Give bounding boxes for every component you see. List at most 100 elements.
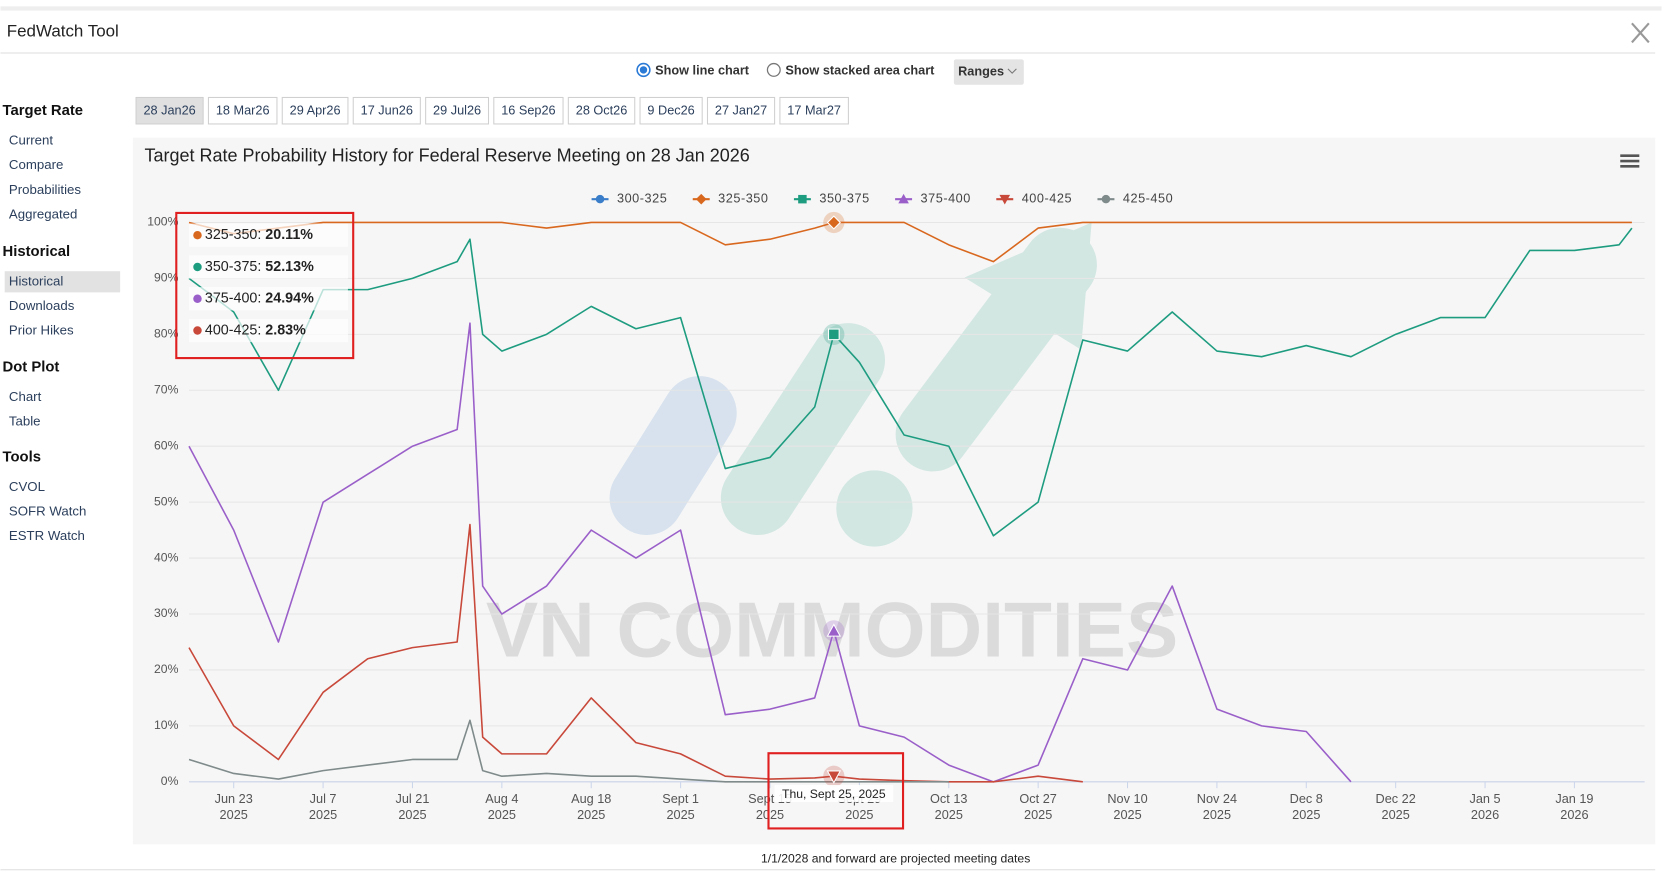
y-tick-label: 30% — [154, 606, 179, 620]
x-tick-label: Jan 19 — [1555, 791, 1593, 806]
tooltip-sep: : — [257, 291, 265, 307]
tab[interactable] — [135, 96, 204, 125]
tooltip-item-name: 375-400 — [205, 291, 258, 307]
tab-label[interactable]: 16 Sep26 — [501, 103, 555, 118]
y-tick-label: 80% — [154, 327, 179, 341]
sidebar-link[interactable]: Chart — [9, 389, 42, 404]
radio-line-dot — [639, 66, 648, 74]
tab[interactable] — [567, 96, 636, 125]
tooltip-item-value: 52.13% — [265, 259, 314, 275]
x-tick-label: Oct 13 — [930, 791, 967, 806]
tab-label[interactable]: 28 Jan26 — [143, 103, 195, 118]
tab-label[interactable]: 28 Oct26 — [576, 103, 628, 118]
chart-panel — [132, 137, 1656, 845]
tab[interactable] — [207, 96, 278, 125]
sidebar-link[interactable]: Compare — [9, 157, 63, 172]
hover-marker — [826, 623, 842, 637]
legend-marker — [898, 193, 909, 204]
sidebar-link[interactable]: Current — [9, 132, 53, 147]
tooltip-item: 375-400: 24.94% — [205, 291, 314, 307]
annotation-box — [175, 211, 355, 360]
tab-label[interactable]: 17 Mar27 — [787, 103, 841, 118]
x-tick-label: 2025 — [577, 807, 605, 822]
x-tick-label: 2025 — [1382, 807, 1410, 822]
legend-label[interactable]: 350-375 — [819, 191, 869, 206]
close-button[interactable] — [1631, 22, 1650, 44]
meeting-tabs: 28 Jan26 18 Mar26 29 Apr26 17 Jun26 29 Jul26… — [135, 96, 849, 125]
legend-label[interactable]: 300-325 — [617, 191, 667, 206]
legend-label[interactable]: 400-425 — [1022, 191, 1072, 206]
watermark-logo — [609, 222, 1097, 547]
sidebar-link[interactable]: SOFR Watch — [9, 504, 86, 519]
x-tick-label: Oct 27 — [1019, 791, 1056, 806]
sidebar-link[interactable]: Table — [9, 413, 41, 428]
tooltip-item-value: 24.94% — [265, 291, 314, 307]
tab[interactable] — [779, 96, 849, 125]
x-tick-label: 2025 — [309, 807, 337, 822]
y-tick-label: 70% — [154, 382, 179, 396]
tooltip-item-value: 2.83% — [265, 322, 306, 338]
tab[interactable] — [639, 96, 703, 125]
sidebar-link[interactable]: Probabilities — [9, 182, 81, 197]
ranges-button[interactable] — [953, 59, 1024, 85]
sidebar-link[interactable]: Prior Hikes — [9, 323, 74, 338]
top-strip — [0, 6, 1662, 11]
tooltip-item-name: 400-425 — [205, 322, 258, 338]
legend-marker — [695, 193, 707, 205]
sidebar-link[interactable]: ESTR Watch — [9, 528, 85, 543]
x-tick-label: 2026 — [1471, 807, 1499, 822]
tab[interactable] — [706, 96, 776, 125]
tooltip-bullet — [193, 326, 202, 335]
tooltip-item-bg — [189, 287, 348, 311]
legend-label[interactable]: 325-350 — [718, 191, 768, 206]
tab[interactable] — [352, 96, 421, 125]
x-tick-label: 2025 — [845, 807, 873, 822]
hover-marker — [826, 770, 842, 784]
tab[interactable] — [425, 96, 490, 125]
footnote: 1/1/2028 and forward are projected meeti… — [761, 851, 1030, 865]
chart-menu[interactable] — [1620, 154, 1640, 168]
tooltip-sep: : — [257, 227, 265, 243]
plot: 0%10%20%30%40%50%60%70%80%90%100%Jun 232… — [147, 191, 1645, 822]
radio-label[interactable]: Show line chart — [655, 62, 750, 77]
series-line — [188, 523, 1083, 783]
tooltip-item-bg — [189, 255, 348, 279]
sidebar-active — [4, 271, 121, 293]
sidebar-link[interactable]: Aggregated — [9, 206, 77, 221]
legend-label[interactable]: 425-450 — [1123, 191, 1173, 206]
tooltip-item-bg — [189, 318, 348, 343]
sidebar-link[interactable]: Downloads — [9, 298, 75, 313]
x-tick-label: Aug 18 — [571, 791, 611, 806]
y-tick-label: 60% — [154, 438, 179, 452]
y-tick-label: 10% — [154, 718, 179, 732]
tooltip-bullet — [193, 294, 202, 303]
ranges-label[interactable]: Ranges — [958, 63, 1004, 78]
sidebar: Target Rate Current Compare Probabilities Ag… — [3, 103, 121, 543]
hover-marker — [826, 215, 841, 230]
tab-label[interactable]: 29 Jul26 — [433, 103, 481, 118]
tooltip-item-name: 325-350 — [205, 227, 258, 243]
tab[interactable] — [493, 96, 564, 125]
x-tick-label: Jul 7 — [310, 791, 337, 806]
legend-label[interactable]: 375-400 — [921, 191, 971, 206]
series-line — [188, 227, 1633, 537]
radio-label[interactable]: Show stacked area chart — [785, 62, 935, 77]
tooltip-bullet — [193, 262, 202, 272]
series-line — [188, 719, 949, 783]
tab-label[interactable]: 29 Apr26 — [290, 103, 341, 118]
tab-label[interactable]: 27 Jan27 — [715, 103, 767, 118]
sidebar-link[interactable]: Historical — [9, 273, 63, 288]
y-tick-label: 100% — [147, 215, 178, 229]
sidebar-link[interactable]: CVOL — [9, 479, 45, 494]
tab-label[interactable]: 9 Dec26 — [647, 103, 694, 118]
tab-label[interactable]: 17 Jun26 — [361, 103, 413, 118]
tab-label[interactable]: 18 Mar26 — [216, 103, 270, 118]
radio-area[interactable] — [766, 62, 781, 77]
tab[interactable] — [281, 96, 349, 125]
x-tick-label: 2025 — [756, 807, 784, 822]
annotation-box — [767, 752, 905, 830]
tooltip-bullet — [193, 230, 202, 240]
tooltip-bg — [774, 785, 894, 802]
x-tick-label: 2025 — [935, 807, 963, 822]
